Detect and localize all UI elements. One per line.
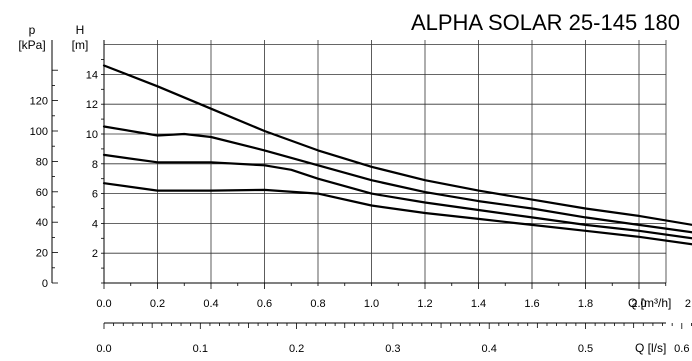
flow-ls-tick-label: 0.2 [289,343,304,355]
flow-m3h-tick-label: 0.8 [310,298,325,310]
flow-m3h-tick-label: 0.4 [203,298,218,310]
pressure-tick-label: 60 [36,187,48,199]
flow-ls-tick-label: 0.3 [385,343,400,355]
flow-m3h-tick-label: 0.0 [96,298,111,310]
flow-m3h-tick-label: 2.0 [631,298,646,310]
flow-ls-tick-label: 0.0 [96,343,111,355]
flow-ls-tick-label: 0.1 [193,343,208,355]
head-tick-label: 8 [92,159,98,171]
flow-m3h-tick-label: 1.0 [364,298,379,310]
head-tick-label: 14 [86,69,98,81]
head-axis-symbol: H [76,23,85,37]
pressure-tick-label: 100 [30,126,48,138]
chart-title: ALPHA SOLAR 25-145 180 [411,10,680,35]
pressure-tick-label: 120 [30,96,48,108]
flow-m3h-tick-label: 0.2 [150,298,165,310]
flow-m3h-tick-label: 0.6 [257,298,272,310]
pump-curve-4 [102,182,692,246]
head-tick-label: 2 [92,248,98,260]
head-tick-label: 12 [86,99,98,111]
pressure-tick-label: 20 [36,248,48,260]
head-axis-unit: [m] [72,38,89,52]
flow-m3h-tick-label: 1.8 [578,298,593,310]
flow-ls-tick-label: 0.4 [482,343,497,355]
flow-m3h-axis-label: Q [m³/h] [628,296,671,310]
pressure-tick-label: 40 [36,217,48,229]
flow-m3h-tick-label: 1.6 [524,298,539,310]
head-tick-label: 4 [92,218,98,230]
pressure-axis-unit: [kPa] [18,38,45,52]
head-tick-label: 6 [92,189,98,201]
pump-curve-3 [102,153,692,240]
axes: 2 4 6 8 10 12 14 0 20 40 60 80 100 120 0.0 0.2 0.4 0.6 0.8… [30,40,692,355]
pressure-tick-label: 80 [36,156,48,168]
flow-ls-axis-label: Q [l/s] [635,341,666,355]
pressure-tick-label: 0 [42,278,48,290]
pump-curve-1 [102,64,692,226]
curves [102,64,692,246]
flow-m3h-tick-label: 2.2 [685,298,692,310]
flow-m3h-tick-label: 1.4 [471,298,486,310]
pressure-axis-symbol: p [29,23,36,37]
pump-curve-2 [102,125,692,234]
flow-m3h-tick-label: 1.2 [417,298,432,310]
head-tick-label: 10 [86,129,98,141]
flow-ls-tick-label: 0.5 [578,343,593,355]
flow-ls-tick-label: 0.6 [674,343,689,355]
